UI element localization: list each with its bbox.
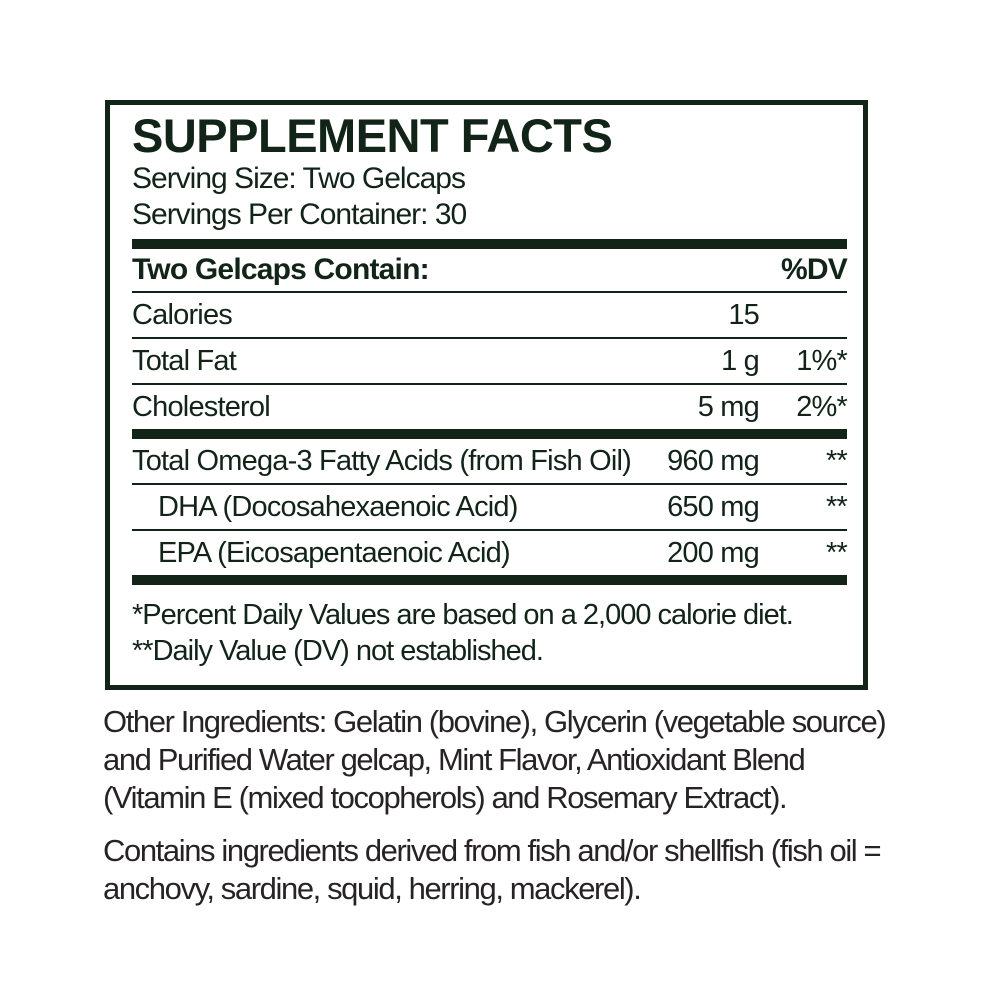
- table-header-contain-label: Two Gelcaps Contain:: [132, 253, 430, 286]
- row-amount: 5 mg: [697, 390, 760, 423]
- row-amount: 650 mg: [667, 490, 760, 523]
- row-name: DHA (Docosahexaenoic Acid): [158, 490, 518, 523]
- table-row-total-omega3: Total Omega-3 Fatty Acids (from Fish Oil…: [132, 439, 848, 483]
- table-header-dv-label: %DV: [781, 253, 848, 286]
- servings-per-container: Servings Per Container: 30: [132, 198, 467, 231]
- row-dv: **: [826, 536, 848, 569]
- table-row-dha: DHA (Docosahexaenoic Acid) 650 mg **: [132, 485, 848, 529]
- footnote-dv-not-established: **Daily Value (DV) not established.: [132, 635, 544, 667]
- divider-thin: [132, 383, 847, 385]
- other-ingredients-line: and Purified Water gelcap, Mint Flavor, …: [103, 742, 806, 777]
- other-ingredients-paragraph: Other Ingredients: Gelatin (bovine), Gly…: [103, 703, 887, 817]
- allergen-statement-paragraph: Contains ingredients derived from fish a…: [103, 832, 882, 908]
- other-ingredients-line: (Vitamin E (mixed tocopherols) and Rosem…: [103, 780, 788, 815]
- row-dv: **: [826, 490, 848, 523]
- divider-thick-bottom: [132, 575, 847, 585]
- row-amount: 15: [728, 298, 759, 331]
- footnotes: *Percent Daily Values are based on a 2,0…: [132, 597, 847, 669]
- row-amount: 960 mg: [667, 444, 760, 477]
- table-row-epa: EPA (Eicosapentaenoic Acid) 200 mg **: [132, 531, 848, 575]
- row-dv: **: [826, 444, 848, 477]
- footnote-percent-dv: *Percent Daily Values are based on a 2,0…: [132, 599, 794, 631]
- supplement-facts-panel: SUPPLEMENT FACTS Serving Size: Two Gelca…: [105, 100, 868, 690]
- divider-thin: [132, 337, 847, 339]
- table-row-calories: Calories 15: [132, 293, 847, 337]
- row-name: Total Omega-3 Fatty Acids (from Fish Oil…: [132, 444, 632, 477]
- table-header-row: Two Gelcaps Contain: %DV: [132, 249, 848, 291]
- row-name: EPA (Eicosapentaenoic Acid): [158, 536, 511, 569]
- divider-thin: [132, 529, 847, 531]
- row-dv: 2%*: [796, 390, 848, 423]
- row-name: Cholesterol: [132, 390, 271, 423]
- table-row-total-fat: Total Fat 1 g 1%*: [132, 339, 848, 383]
- divider-thin: [132, 483, 847, 485]
- other-ingredients-line: Other Ingredients: Gelatin (bovine), Gly…: [103, 704, 887, 739]
- divider-thick-top: [132, 239, 847, 249]
- serving-size: Serving Size: Two Gelcaps: [132, 162, 466, 195]
- row-amount: 200 mg: [667, 536, 760, 569]
- divider-thin: [132, 291, 847, 293]
- row-dv: 1%*: [796, 344, 848, 377]
- allergen-statement-line: anchovy, sardine, squid, herring, macker…: [103, 871, 642, 906]
- row-name: Total Fat: [132, 344, 237, 377]
- table-row-cholesterol: Cholesterol 5 mg 2%*: [132, 385, 848, 429]
- divider-thick-middle: [132, 429, 847, 439]
- panel-title: SUPPLEMENT FACTS: [132, 109, 613, 162]
- row-amount: 1 g: [721, 344, 760, 377]
- row-name: Calories: [132, 298, 233, 331]
- allergen-statement-line: Contains ingredients derived from fish a…: [103, 833, 882, 868]
